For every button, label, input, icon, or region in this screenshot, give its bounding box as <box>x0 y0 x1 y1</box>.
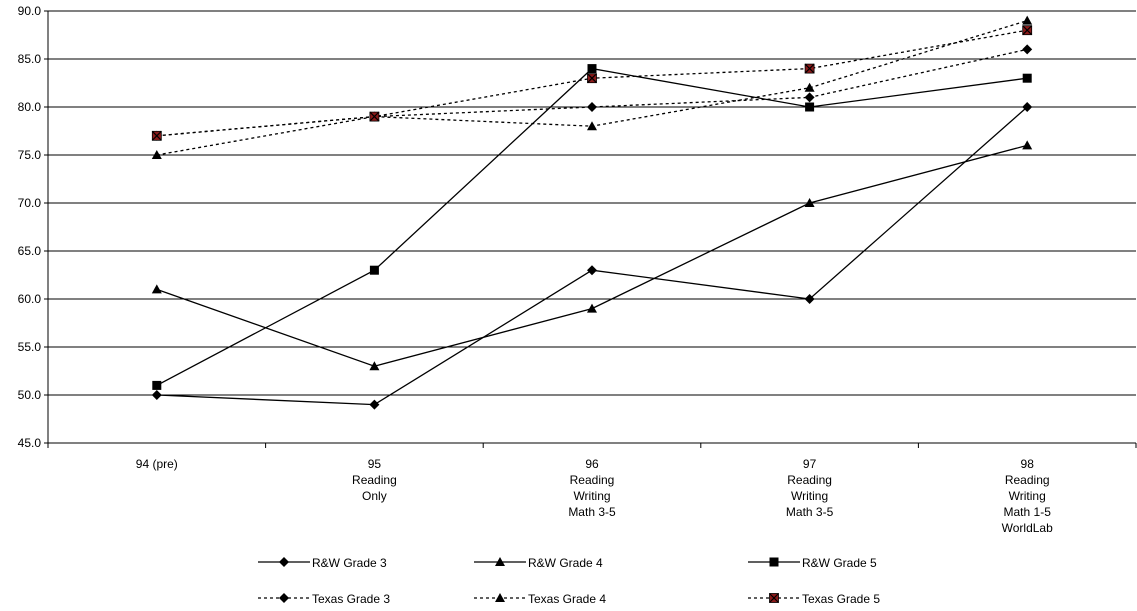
x-tick-label: 98 Reading Writing Math 1-5 WorldLab <box>1002 457 1053 535</box>
x-tick-label-line: Reading <box>570 473 615 487</box>
data-point-randw-grade-5 <box>152 380 162 390</box>
data-point-texas-grade-3 <box>1022 44 1033 55</box>
y-tick-label: 90.0 <box>18 4 42 18</box>
legend-marker <box>769 557 779 567</box>
legend-marker <box>495 593 505 602</box>
legend-item-randw-grade-5: R&W Grade 5 <box>748 556 877 570</box>
data-point-randw-grade-4 <box>1022 140 1033 150</box>
x-tick-label-line: Writing <box>573 489 610 503</box>
x-tick-label: 95 Reading Only <box>352 457 397 503</box>
y-axis-ticks: 45.0 50.0 55.0 60.0 65.0 70.0 75.0 80.0 85.0 90.0 <box>18 4 48 450</box>
data-point-texas-grade-4 <box>804 82 815 92</box>
x-tick-label-line: Reading <box>787 473 832 487</box>
legend-label: R&W Grade 4 <box>528 556 603 570</box>
legend-marker <box>279 593 289 603</box>
legend-marker <box>495 557 505 566</box>
data-point-randw-grade-3 <box>369 399 380 410</box>
legend-label: Texas Grade 3 <box>312 592 390 606</box>
marker-cross-b <box>369 111 380 122</box>
x-tick-label-line: Math 3-5 <box>568 505 616 519</box>
data-point-randw-grade-5 <box>587 64 597 74</box>
data-point-texas-grade-4 <box>1022 15 1033 25</box>
marker-cross-b <box>804 63 815 74</box>
marker-cross-b <box>151 130 162 141</box>
x-axis-ticks: 94 (pre) 95 Reading Only 96 Reading Writing Mat… <box>47 443 1137 535</box>
data-point-randw-grade-3 <box>804 294 815 304</box>
x-tick-label-line: Math 1-5 <box>1004 505 1052 519</box>
x-tick-label-line: Reading <box>1005 473 1050 487</box>
x-tick-label-line: 95 <box>368 457 382 471</box>
data-point-randw-grade-4 <box>587 303 597 313</box>
x-tick-label-line: 96 <box>585 457 599 471</box>
series-line-randw-grade-5 <box>156 67 1028 386</box>
x-tick-label-line: Math 3-5 <box>786 505 834 519</box>
legend-label: Texas Grade 4 <box>528 592 606 606</box>
data-point-randw-grade-5 <box>1022 73 1032 83</box>
data-point-texas-grade-5 <box>151 130 162 141</box>
x-tick-label-line: 94 (pre) <box>136 457 178 471</box>
marker-cross-b <box>1022 25 1033 36</box>
data-point-texas-grade-4 <box>151 150 162 159</box>
legend-marker <box>279 557 289 567</box>
data-point-randw-grade-3 <box>1022 102 1033 112</box>
x-tick-label-line: Reading <box>352 473 397 487</box>
data-point-texas-grade-5 <box>804 63 815 74</box>
x-tick-label-line: Writing <box>791 489 828 503</box>
y-tick-label: 65.0 <box>18 244 42 258</box>
y-tick-label: 80.0 <box>18 100 42 114</box>
y-tick-label: 75.0 <box>18 148 42 162</box>
y-tick-label: 60.0 <box>18 292 42 306</box>
series-line-texas-grade-4 <box>156 19 1028 156</box>
y-tick-label: 85.0 <box>18 52 42 66</box>
legend-label: Texas Grade 5 <box>802 592 880 606</box>
data-point-randw-grade-4 <box>369 361 380 371</box>
legend-item-texas-grade-4: Texas Grade 4 <box>474 592 606 606</box>
data-point-randw-grade-5 <box>805 102 815 112</box>
legend-item-randw-grade-3: R&W Grade 3 <box>258 556 387 570</box>
axes <box>47 11 1136 444</box>
data-point-texas-grade-3 <box>587 102 597 112</box>
series-line-randw-grade-4 <box>156 144 1028 367</box>
data-point-texas-grade-3 <box>804 92 815 103</box>
data-point-randw-grade-4 <box>151 284 162 294</box>
x-tick-label: 96 Reading Writing Math 3-5 <box>568 457 616 519</box>
x-tick-label: 97 Reading Writing Math 3-5 <box>786 457 834 519</box>
marker-cross-b <box>769 593 779 603</box>
y-tick-label: 50.0 <box>18 388 42 402</box>
legend-label: R&W Grade 5 <box>802 556 877 570</box>
x-tick-label-line: 97 <box>803 457 817 471</box>
data-point-randw-grade-3 <box>151 390 162 400</box>
data-point-texas-grade-4 <box>587 121 597 131</box>
data-point-texas-grade-5 <box>1022 25 1033 36</box>
legend-item-texas-grade-5: Texas Grade 5 <box>748 592 880 606</box>
legend-label: R&W Grade 3 <box>312 556 387 570</box>
data-point-randw-grade-4 <box>804 198 815 207</box>
data-point-texas-grade-5 <box>587 73 597 84</box>
legend-item-texas-grade-3: Texas Grade 3 <box>258 592 390 606</box>
x-tick-label-line: Writing <box>1009 489 1046 503</box>
legend-marker <box>769 593 779 603</box>
data-point-texas-grade-5 <box>369 111 380 122</box>
x-tick-label-line: WorldLab <box>1002 521 1053 535</box>
x-tick-label-line: 98 <box>1021 457 1035 471</box>
legend-item-randw-grade-4: R&W Grade 4 <box>474 556 603 570</box>
data-point-randw-grade-3 <box>587 265 597 276</box>
series-markers <box>151 15 1033 410</box>
series-line-randw-grade-3 <box>156 106 1028 406</box>
legend: R&W Grade 3 R&W Grade 4 R&W Grade 5 Texas G… <box>258 556 880 606</box>
y-tick-label: 55.0 <box>18 340 42 354</box>
data-point-randw-grade-5 <box>369 265 379 275</box>
marker-cross-b <box>587 73 597 84</box>
y-tick-label: 45.0 <box>18 436 42 450</box>
x-tick-label-line: Only <box>362 489 387 503</box>
y-tick-label: 70.0 <box>18 196 42 210</box>
x-tick-label: 94 (pre) <box>136 457 178 471</box>
